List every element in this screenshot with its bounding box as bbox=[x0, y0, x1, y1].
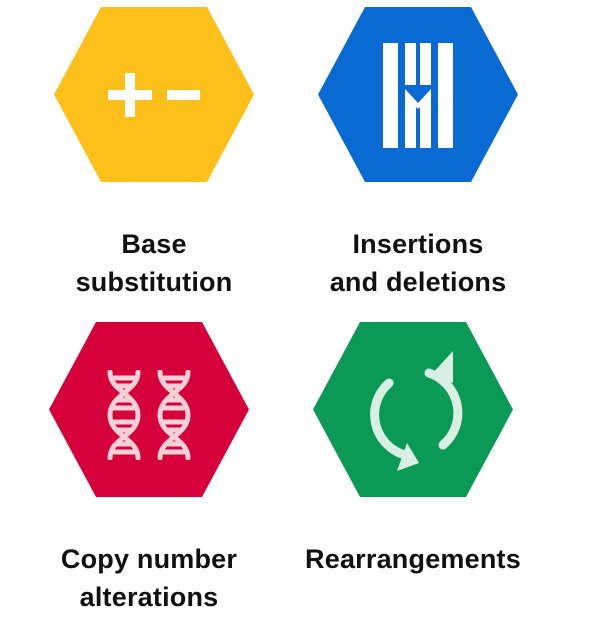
indel-bars-icon bbox=[383, 43, 453, 148]
rearrangements-label: Rearrangements bbox=[273, 540, 553, 578]
label-line: Base bbox=[121, 229, 187, 259]
label-line: Rearrangements bbox=[305, 544, 521, 574]
label-line: alterations bbox=[79, 582, 219, 612]
hexagon-shape bbox=[318, 7, 518, 182]
copy-number-hexagon bbox=[49, 322, 249, 497]
label-line: substitution bbox=[75, 267, 233, 297]
rearrangements-hexagon bbox=[313, 322, 513, 497]
copy-number-label: Copy number alterations bbox=[9, 540, 289, 616]
hexagon-shape bbox=[54, 7, 254, 182]
label-line: Insertions bbox=[352, 229, 484, 259]
base-substitution-hexagon bbox=[54, 7, 254, 182]
base-substitution-label: Base substitution bbox=[14, 225, 294, 301]
circular-arrows-icon bbox=[370, 351, 463, 471]
plus-minus-icon bbox=[108, 73, 200, 117]
hexagon-shape bbox=[313, 322, 513, 497]
dna-double-helix-icon bbox=[107, 370, 191, 460]
label-line: Copy number bbox=[60, 544, 238, 574]
hexagon-shape bbox=[49, 322, 249, 497]
insertions-deletions-label: Insertions and deletions bbox=[278, 225, 558, 301]
insertions-deletions-hexagon bbox=[318, 7, 518, 182]
label-line: and deletions bbox=[329, 267, 507, 297]
